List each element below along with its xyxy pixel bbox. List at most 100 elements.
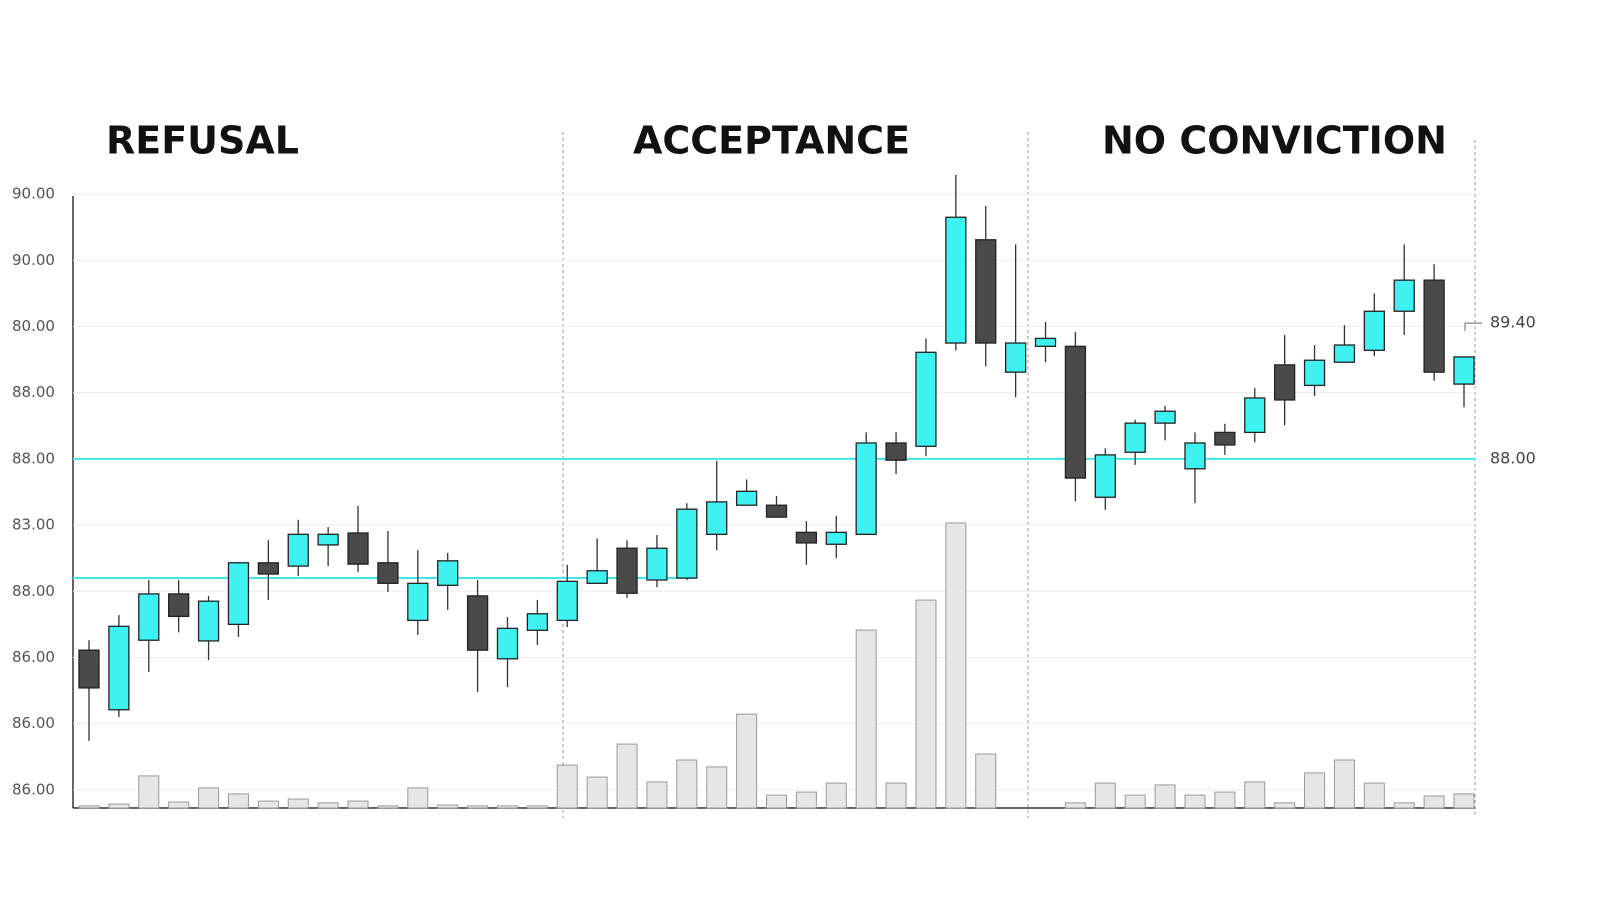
y-tick-label: 86.00 [12, 780, 55, 798]
candle-body [646, 547, 668, 581]
volume-bar [1453, 793, 1475, 809]
volume-bar [1184, 794, 1206, 809]
volume-bar [108, 803, 130, 809]
volume-bar [1154, 784, 1176, 809]
volume-bar [1393, 802, 1415, 809]
volume-bar [676, 759, 698, 809]
volume-bar [1304, 772, 1326, 809]
section-title: REFUSAL [106, 119, 299, 163]
volume-bar [1423, 795, 1445, 809]
candle-body [765, 504, 788, 518]
candle-body [526, 613, 549, 631]
volume-bar [915, 599, 937, 809]
volume-bar [736, 713, 758, 809]
price-label: 88.00 [1490, 448, 1536, 467]
candle-body [616, 547, 638, 594]
volume-bar [586, 776, 608, 809]
candle-body [227, 562, 250, 626]
volume-bar [467, 805, 489, 809]
y-tick-label: 86.00 [12, 714, 55, 732]
candle-body [1124, 422, 1146, 453]
candle-body [795, 531, 818, 544]
candle-body [138, 593, 160, 641]
volume-bar [407, 787, 429, 809]
candle-body [1034, 337, 1057, 347]
volume-bar [1124, 794, 1146, 809]
candle-body [1184, 442, 1206, 470]
volume-bar [646, 781, 668, 809]
candle-body [975, 239, 997, 344]
candle-body [735, 490, 758, 506]
price-label: 89.40 [1490, 313, 1536, 332]
candle-body [1303, 359, 1326, 387]
volume-bar [168, 801, 190, 809]
candle-body [1393, 279, 1415, 312]
volume-bar [1094, 782, 1116, 809]
y-tick-label: 80.00 [12, 317, 55, 335]
volume-bar [287, 798, 309, 809]
volume-bar [526, 805, 548, 809]
candle-body [885, 442, 907, 461]
volume-bar [855, 629, 877, 809]
grid [73, 193, 1475, 791]
volume-bar [706, 766, 728, 809]
volume-bar [317, 802, 339, 809]
section-title: ACCEPTANCE [633, 119, 910, 163]
candle-body [825, 531, 847, 545]
candle-body [586, 570, 608, 584]
candle-body [556, 580, 578, 622]
volume-bar [945, 522, 967, 809]
candle-body [855, 442, 877, 535]
candle-body [377, 562, 399, 584]
section-title: NO CONVICTION [1102, 119, 1447, 163]
candle-body [676, 508, 698, 579]
y-tick-label: 88.00 [12, 449, 55, 467]
candle-body [1214, 431, 1236, 446]
volume-bar [377, 805, 399, 809]
volume-bar [437, 804, 459, 809]
candle-body [1453, 356, 1475, 385]
candle-body [347, 532, 369, 565]
candle-body [1094, 454, 1116, 498]
candle-body [1244, 397, 1266, 434]
y-tick-label: 88.00 [12, 582, 55, 600]
candle-body [287, 533, 309, 567]
label-bracket [1464, 322, 1482, 332]
candle-body [317, 533, 339, 546]
candle-body [1333, 344, 1356, 363]
candle-body [1274, 364, 1296, 401]
candle-body [915, 351, 937, 447]
y-tick-label: 88.00 [12, 383, 55, 401]
candle-body [437, 560, 459, 586]
volume-bar [138, 775, 160, 809]
candle-body [496, 627, 519, 660]
volume-bar [766, 794, 787, 809]
volume-bar [1064, 802, 1086, 809]
section-dividers [562, 132, 1476, 818]
candle-body [466, 595, 489, 651]
volume-bar [496, 805, 518, 809]
volume-bar [616, 743, 638, 809]
candle-body [1064, 345, 1087, 479]
candle-body [945, 216, 967, 344]
volume-bar [885, 782, 907, 809]
volume-bar [975, 753, 997, 809]
volume-bar [795, 791, 817, 809]
candle-body [78, 649, 100, 689]
volume-bar [556, 764, 578, 809]
candle-body [1004, 342, 1027, 373]
volume-bar [78, 805, 100, 809]
candle-body [1423, 279, 1445, 373]
y-tick-label: 90.00 [12, 251, 55, 269]
candle-body [257, 562, 279, 575]
volume-bar [1244, 781, 1266, 809]
volume-bar [1274, 802, 1296, 809]
candle-body [706, 501, 728, 535]
volume-bar [227, 793, 249, 809]
y-tick-label: 90.00 [12, 185, 55, 203]
candle-body [1363, 310, 1385, 351]
volume-bar [825, 782, 847, 809]
candle-body [1154, 410, 1176, 424]
volume-bar [1333, 759, 1355, 809]
